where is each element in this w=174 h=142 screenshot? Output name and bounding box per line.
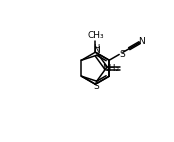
Text: S: S (120, 50, 125, 59)
Text: CH₃: CH₃ (87, 31, 104, 40)
Text: NH₂: NH₂ (102, 64, 119, 73)
Text: N: N (138, 37, 145, 46)
Text: S: S (94, 82, 100, 91)
Text: H: H (93, 44, 99, 53)
Text: N: N (93, 46, 99, 55)
